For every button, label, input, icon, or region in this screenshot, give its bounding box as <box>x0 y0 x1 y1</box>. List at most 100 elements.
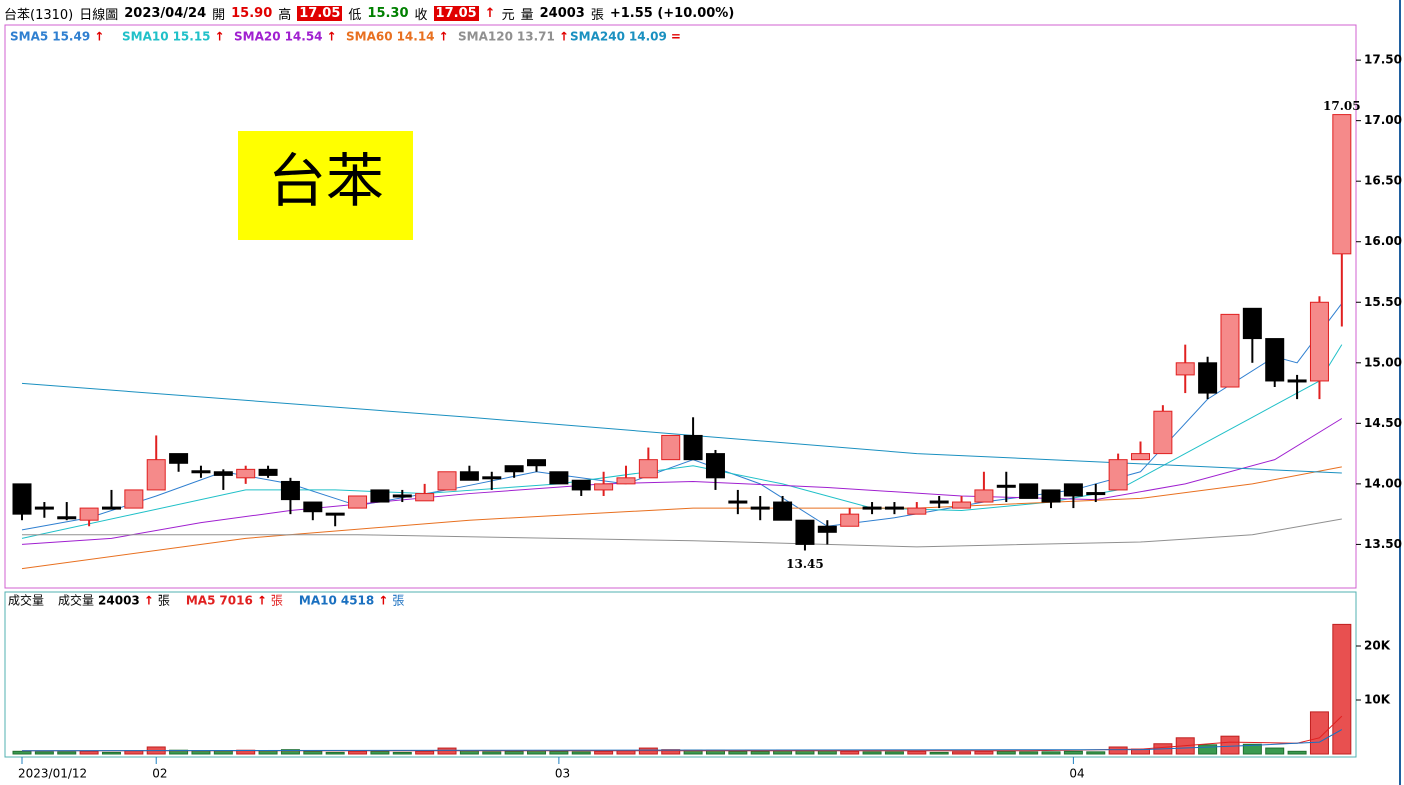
volume-bar <box>996 750 1016 755</box>
legend-text: = <box>671 30 681 44</box>
volume-bar <box>929 751 949 755</box>
y-tick-label: 14.00 <box>1364 476 1402 490</box>
candle-body <box>907 507 927 515</box>
y-tick-label: 15.00 <box>1364 355 1402 369</box>
volume-bar <box>415 750 435 755</box>
symbol: 台苯(1310) <box>4 7 74 23</box>
volume-bar <box>571 751 591 755</box>
ma-line <box>21 303 1343 531</box>
candle-body <box>594 483 614 491</box>
legend-text: 張 <box>271 594 283 608</box>
volume-bar <box>884 751 904 755</box>
volume-ma-line <box>21 729 1343 752</box>
volume-label: 量 <box>520 7 534 23</box>
candle-body <box>146 459 166 491</box>
volume-bar <box>549 750 569 755</box>
open: 15.90 <box>231 5 273 21</box>
volume-bar <box>370 750 390 755</box>
candle-body <box>616 477 636 485</box>
candle-body <box>1041 489 1061 503</box>
candle-body <box>527 459 547 467</box>
legend-text: ↑ <box>378 594 388 608</box>
candle-body <box>840 513 860 527</box>
candle-body <box>549 471 569 485</box>
candle-body <box>728 500 748 504</box>
volume-bar <box>728 750 748 755</box>
volume-bar <box>594 750 614 755</box>
legend-text: 15.49 <box>52 30 90 44</box>
candle-body <box>124 489 144 509</box>
volume-bar <box>1063 750 1083 755</box>
legend-text: 4518 <box>341 594 374 608</box>
ma-line <box>21 466 1342 570</box>
volume-bar <box>504 750 524 755</box>
legend-text: 14.14 <box>397 30 435 44</box>
candle-body <box>996 484 1016 488</box>
volume-bar <box>907 750 927 755</box>
volume-bar <box>1242 743 1262 755</box>
candle-body <box>392 494 412 498</box>
y-tick-label: 17.50 <box>1364 53 1402 67</box>
unit: 元 <box>501 7 515 23</box>
legend-text: 15.15 <box>173 30 211 44</box>
volume-panel <box>4 591 1357 758</box>
candle-body <box>280 480 300 501</box>
candle-body <box>101 506 121 510</box>
legend-text: ↑ <box>144 594 154 608</box>
volume-bar <box>348 750 368 755</box>
volume-panel-title: 成交量 <box>8 593 44 608</box>
volume: 24003 <box>539 5 585 21</box>
legend-text: 24003 <box>98 594 140 608</box>
candle-body <box>683 434 703 461</box>
open-label: 開 <box>212 7 226 23</box>
change: +1.55 (+10.00%) <box>609 5 735 21</box>
legend-text: 成交量 <box>58 593 94 608</box>
volume-bar <box>974 750 994 755</box>
candle-body <box>638 459 658 479</box>
volume-bar <box>862 751 882 755</box>
y-tick-label: 15.50 <box>1364 295 1402 309</box>
view: 日線圖 <box>79 7 119 23</box>
candle-body <box>750 506 770 510</box>
candle-body <box>862 506 882 510</box>
volume-bar <box>840 750 860 755</box>
volume-bar <box>57 751 77 755</box>
volume-bar <box>1086 751 1106 755</box>
y-tick-label: 14.50 <box>1364 416 1402 430</box>
legend-text: SMA120 <box>458 30 513 44</box>
candle-body <box>817 525 837 533</box>
candle-body <box>437 471 457 491</box>
y-tick-label: 13.50 <box>1364 537 1402 551</box>
volume-bar <box>392 751 412 755</box>
legend-text: 張 <box>158 594 170 608</box>
volume-bar <box>1198 744 1218 755</box>
y-tick-label: 20K <box>1364 639 1391 653</box>
candle-body <box>191 470 211 474</box>
x-tick-label: 02 <box>152 767 167 781</box>
volume-bar <box>1309 711 1329 755</box>
candle-body <box>348 495 368 509</box>
candle-body <box>661 434 681 461</box>
close-arrow: ↑ <box>484 5 496 21</box>
candle-body <box>236 468 256 479</box>
legend-text: MA5 <box>186 594 216 608</box>
price-panel <box>4 24 1357 589</box>
candle-body <box>1019 483 1039 499</box>
legend-text: ↑ <box>215 30 225 44</box>
legend-text: ↑ <box>257 594 267 608</box>
candle-body <box>370 489 390 503</box>
candle-body <box>1175 362 1195 376</box>
candle-body <box>79 507 99 521</box>
legend-text: ↑ <box>327 30 337 44</box>
close: 17.05 <box>433 5 479 21</box>
candle-body <box>1287 379 1307 383</box>
x-tick-label: 04 <box>1069 767 1084 781</box>
candle-body <box>169 453 189 464</box>
legend-text: SMA20 <box>234 30 281 44</box>
legend-text: 14.09 <box>629 30 667 44</box>
volume-bar <box>482 751 502 755</box>
candle-body <box>34 506 54 510</box>
volume-bar <box>1220 735 1240 755</box>
candle-body <box>1242 307 1262 340</box>
candle-body <box>1063 483 1083 497</box>
